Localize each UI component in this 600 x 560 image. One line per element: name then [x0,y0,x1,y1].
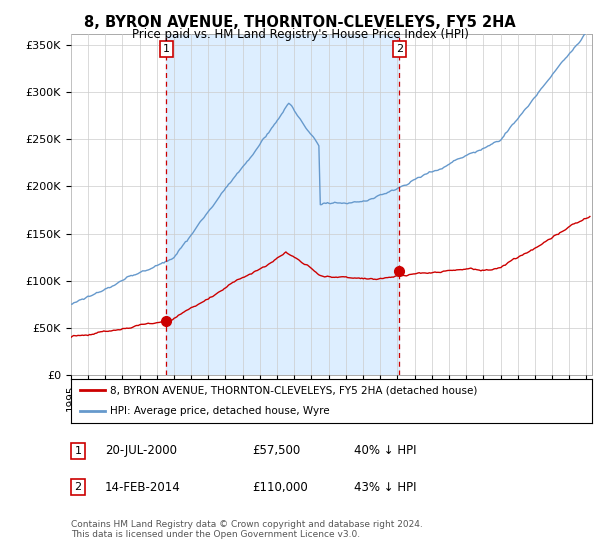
Text: 40% ↓ HPI: 40% ↓ HPI [354,444,416,458]
Text: Contains HM Land Registry data © Crown copyright and database right 2024.
This d: Contains HM Land Registry data © Crown c… [71,520,422,539]
Text: 1: 1 [163,44,170,54]
Text: HPI: Average price, detached house, Wyre: HPI: Average price, detached house, Wyre [110,407,329,417]
Text: Price paid vs. HM Land Registry's House Price Index (HPI): Price paid vs. HM Land Registry's House … [131,28,469,41]
Bar [166,34,400,375]
Text: 8, BYRON AVENUE, THORNTON-CLEVELEYS, FY5 2HA (detached house): 8, BYRON AVENUE, THORNTON-CLEVELEYS, FY5… [110,385,477,395]
Text: 43% ↓ HPI: 43% ↓ HPI [354,480,416,494]
Text: 1: 1 [74,446,82,456]
Text: 8, BYRON AVENUE, THORNTON-CLEVELEYS, FY5 2HA: 8, BYRON AVENUE, THORNTON-CLEVELEYS, FY5… [84,15,516,30]
Text: 2: 2 [74,482,82,492]
Text: 14-FEB-2014: 14-FEB-2014 [105,480,181,494]
Text: 2: 2 [396,44,403,54]
Text: £110,000: £110,000 [252,480,308,494]
Text: £57,500: £57,500 [252,444,300,458]
Text: 20-JUL-2000: 20-JUL-2000 [105,444,177,458]
